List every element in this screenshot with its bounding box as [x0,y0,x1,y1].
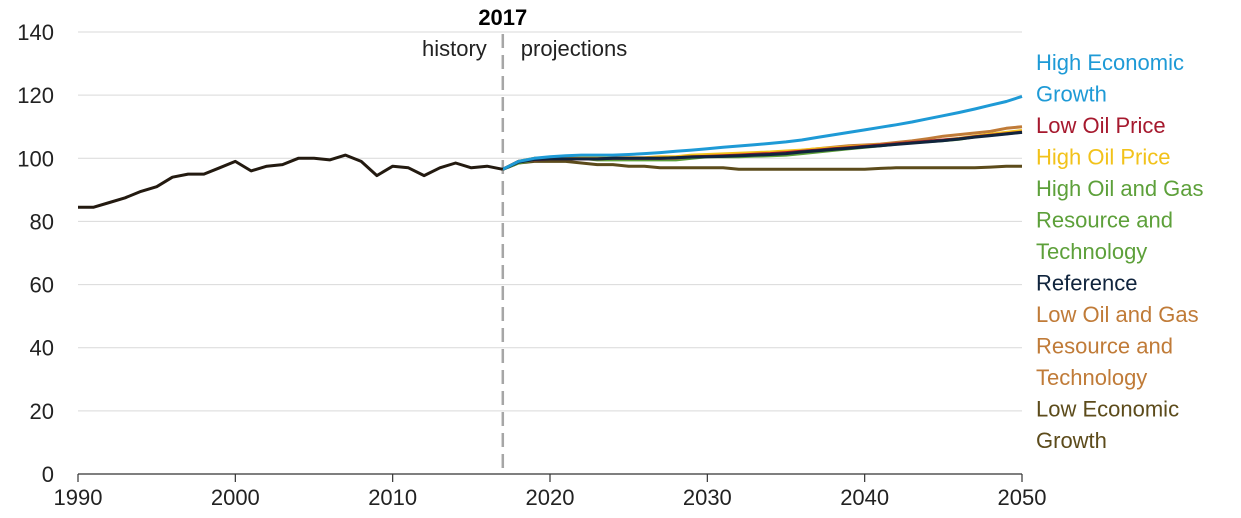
legend-label-high-oil-and-gas-resource-and-technology: Technology [1036,239,1147,264]
y-axis-tick-labels: 0 20 40 60 80 100 120 140 [17,20,54,487]
y-tick-label: 140 [17,20,54,45]
legend-label-high-oil-price: High Oil Price [1036,145,1170,170]
y-tick-label: 100 [17,146,54,171]
series-line-low-economic-growth [502,159,1022,171]
legend-label-reference: Reference [1036,271,1138,296]
y-tick-label: 20 [30,399,54,424]
legend-label-high-economic-growth: Growth [1036,82,1107,107]
x-tick-label: 2010 [368,485,417,510]
y-tick-label: 120 [17,83,54,108]
series-line-high-economic-growth [502,94,1023,171]
history-label: history [422,36,487,61]
history-line [78,153,504,209]
legend: High Economic Growth Low Oil Price High Oil… [1036,50,1204,453]
series-lines [78,94,1023,209]
legend-label-low-oil-and-gas-resource-and-technology: Resource and [1036,334,1173,359]
y-tick-label: 60 [30,273,54,298]
series-line-reference [502,130,1023,171]
x-tick-label: 2030 [683,485,732,510]
x-tick-label: 2050 [998,485,1047,510]
y-tick-label: 80 [30,209,54,234]
x-tick-label: 2040 [840,485,889,510]
x-tick-label: 2000 [211,485,260,510]
x-tick-label: 1990 [54,485,103,510]
x-axis-tick-labels: 1990 2000 2010 2020 2030 2040 2050 [54,485,1047,510]
legend-label-high-economic-growth: High Economic [1036,50,1184,75]
legend-label-high-oil-and-gas-resource-and-technology: High Oil and Gas [1036,176,1204,201]
legend-label-low-oil-and-gas-resource-and-technology: Low Oil and Gas [1036,302,1199,327]
divider-year-label: 2017 [478,5,527,30]
legend-label-high-oil-and-gas-resource-and-technology: Resource and [1036,208,1173,233]
x-tick-label: 2020 [526,485,575,510]
gridlines [78,31,1022,412]
history-projection-divider: 2017 history projections [422,5,627,474]
legend-label-low-oil-price: Low Oil Price [1036,113,1166,138]
y-tick-label: 40 [30,336,54,361]
legend-label-low-economic-growth: Growth [1036,428,1107,453]
x-axis [77,473,1023,482]
legend-label-low-economic-growth: Low Economic [1036,397,1179,422]
projections-label: projections [521,36,627,61]
legend-label-low-oil-and-gas-resource-and-technology: Technology [1036,365,1147,390]
y-tick-label: 0 [42,462,54,487]
